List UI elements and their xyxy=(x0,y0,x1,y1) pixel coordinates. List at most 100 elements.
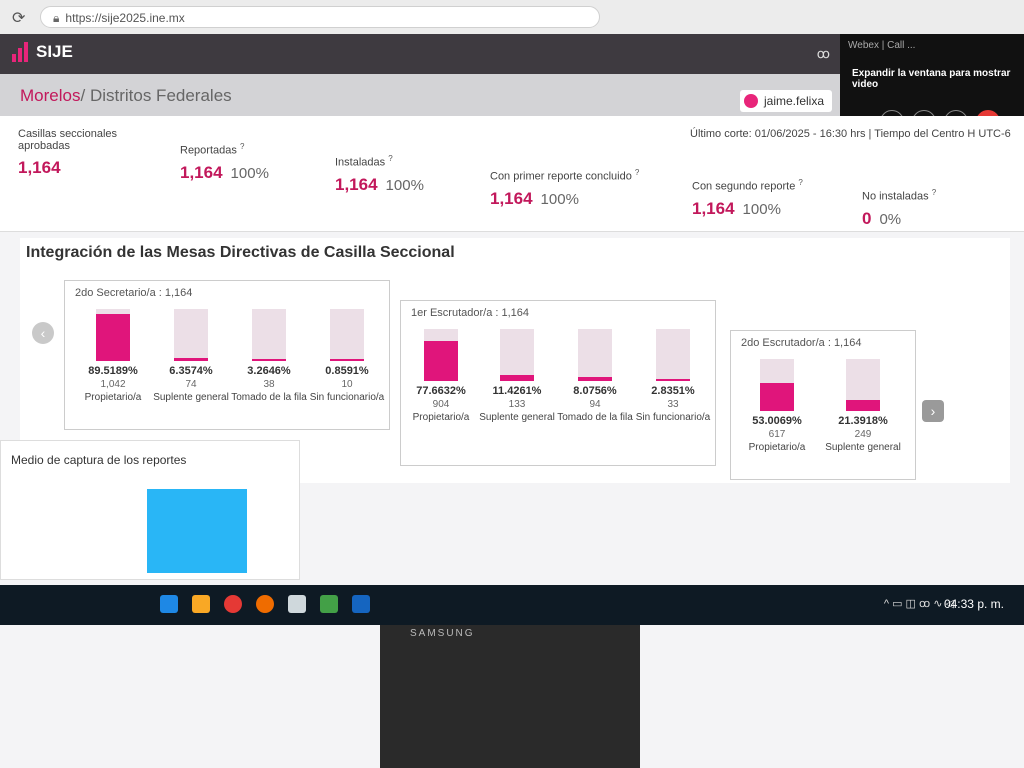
monitor-stand xyxy=(380,625,640,768)
card-title: Medio de captura de los reportes xyxy=(11,453,187,467)
chevron-right-icon[interactable]: › xyxy=(922,400,944,422)
progress-fill xyxy=(252,358,286,361)
metric-count: 94 xyxy=(589,399,601,410)
progress-fill xyxy=(760,383,794,411)
url-text: https://sije2025.ine.mx xyxy=(65,11,185,25)
progress-bar xyxy=(96,309,130,361)
reload-icon[interactable]: ⟳ xyxy=(12,10,26,27)
metric-label: Propietario/a xyxy=(412,412,470,423)
stat-aprobadas: Casillas seccionales aprobadas 1,164 xyxy=(18,128,138,178)
metric-count: 617 xyxy=(768,429,786,440)
metric-label: Sin funcionario/a xyxy=(309,392,385,403)
logo-bar xyxy=(18,48,22,62)
system-tray[interactable]: ^ ▭ ◫ ꝏ ∿ ◁ xyxy=(883,598,954,610)
progress-bar xyxy=(424,329,458,381)
info-icon[interactable]: ? xyxy=(634,168,640,177)
metric-percent: 8.0756% xyxy=(573,385,617,397)
metric-percent: 11.4261% xyxy=(492,385,542,397)
breadcrumb-bar: Morelos/ Distritos Federales xyxy=(0,74,840,116)
role-metric: 8.0756% 94 Tomado de la fila xyxy=(555,329,635,423)
breadcrumb: Morelos/ Distritos Federales xyxy=(20,86,232,106)
metric-count: 38 xyxy=(263,379,275,390)
stat-primer-reporte: Con primer reporte concluido ? 1,164 100% xyxy=(490,168,639,209)
progress-bar xyxy=(330,309,364,361)
extension-icon[interactable]: ꝏ xyxy=(816,46,830,61)
breadcrumb-rest: Distritos Federales xyxy=(89,86,232,105)
address-bar[interactable]: 🔒︎ https://sije2025.ine.mx xyxy=(40,6,600,28)
logo-bar xyxy=(24,42,28,62)
stats-panel: Último corte: 01/06/2025 - 16:30 hrs | T… xyxy=(0,116,1024,232)
taskbar-clock[interactable]: 04:33 p. m. xyxy=(943,597,1004,611)
stat-percent: 100% xyxy=(385,176,424,194)
role-card-2do-secretario: 2do Secretario/a : 1,164 89.5189% 1,042 … xyxy=(64,280,390,430)
role-card-2do-escrutador: 2do Escrutador/a : 1,164 53.0069% 617 Pr… xyxy=(730,330,916,480)
metric-label: Propietario/a xyxy=(748,442,806,453)
taskbar: ^ ▭ ◫ ꝏ ∿ ◁ 04:33 p. m. xyxy=(0,585,1024,625)
webex-icon[interactable] xyxy=(352,595,370,613)
edge-icon[interactable] xyxy=(160,595,178,613)
info-icon[interactable]: ? xyxy=(931,188,937,197)
chrome-icon[interactable] xyxy=(224,595,242,613)
stat-label: No instaladas xyxy=(862,190,929,203)
stat-label: Casillas seccionales aprobadas xyxy=(18,128,118,152)
app-header: SIJE ꝏ xyxy=(0,34,840,74)
role-card-1er-escrutador: 1er Escrutador/a : 1,164 77.6632% 904 Pr… xyxy=(400,300,716,466)
stat-label: Reportadas xyxy=(180,144,237,157)
metric-label: Suplente general xyxy=(153,392,229,403)
breadcrumb-current[interactable]: Morelos xyxy=(20,86,81,105)
metric-count: 74 xyxy=(185,379,197,390)
role-metric: 2.8351% 33 Sin funcionario/a xyxy=(633,329,713,423)
progress-fill xyxy=(578,376,612,381)
app-icon[interactable] xyxy=(256,595,274,613)
video-panel-message: Expandir la ventana para mostrar video xyxy=(852,68,1011,90)
progress-fill xyxy=(96,314,130,361)
photos-icon[interactable] xyxy=(288,595,306,613)
metric-percent: 6.3574% xyxy=(169,365,213,377)
browser-toolbar: ⟳ 🔒︎ https://sije2025.ine.mx xyxy=(0,0,1024,35)
metric-label: Suplente general xyxy=(825,442,901,453)
user-icon xyxy=(744,94,758,108)
metric-label: Tomado de la fila xyxy=(557,412,633,423)
metric-count: 1,042 xyxy=(100,379,126,390)
metric-label: Suplente general xyxy=(479,412,555,423)
folder-icon[interactable] xyxy=(192,595,210,613)
info-icon[interactable]: ? xyxy=(798,178,803,187)
stat-value: 0 xyxy=(862,208,872,228)
metric-percent: 3.2646% xyxy=(247,365,291,377)
metric-percent: 0.8591% xyxy=(325,365,369,377)
metric-label: Propietario/a xyxy=(84,392,142,403)
app-logo[interactable]: SIJE xyxy=(12,42,73,62)
stat-percent: 100% xyxy=(540,190,579,208)
stat-value: 1,164 xyxy=(692,198,735,218)
cutoff-time: Último corte: 01/06/2025 - 16:30 hrs | T… xyxy=(690,128,1011,140)
stat-value: 1,164 xyxy=(490,188,533,208)
role-metric: 89.5189% 1,042 Propietario/a xyxy=(73,309,153,403)
breadcrumb-separator: / xyxy=(80,86,86,105)
metric-percent: 53.0069% xyxy=(752,415,802,427)
video-panel-title: Webex | Call ... xyxy=(848,40,916,51)
logo-text: SIJE xyxy=(36,42,73,61)
stat-value: 1,164 xyxy=(18,158,61,177)
chevron-left-icon[interactable]: ‹ xyxy=(32,322,54,344)
capture-medium-card: Medio de captura de los reportes xyxy=(0,440,300,580)
stat-value: 1,164 xyxy=(180,162,223,182)
info-icon[interactable]: ? xyxy=(239,142,245,151)
stat-percent: 100% xyxy=(230,164,269,182)
card-title: 2do Secretario/a : 1,164 xyxy=(75,287,193,299)
progress-fill xyxy=(846,399,880,411)
role-metric: 21.3918% 249 Suplente general xyxy=(823,359,903,453)
progress-fill xyxy=(330,358,364,361)
info-icon[interactable]: ? xyxy=(388,154,393,163)
section-title: Integración de las Mesas Directivas de C… xyxy=(26,244,455,261)
metric-percent: 77.6632% xyxy=(416,385,466,397)
role-metric: 77.6632% 904 Propietario/a xyxy=(401,329,481,423)
monitor-brand: SAMSUNG xyxy=(410,628,475,639)
role-metric: 0.8591% 10 Sin funcionario/a xyxy=(307,309,387,403)
user-menu[interactable]: jaime.felixa xyxy=(740,90,833,112)
progress-fill xyxy=(424,340,458,381)
capture-chart-block xyxy=(147,489,247,573)
excel-icon[interactable] xyxy=(320,595,338,613)
progress-bar xyxy=(252,309,286,361)
stat-label: Con segundo reporte xyxy=(692,180,796,193)
